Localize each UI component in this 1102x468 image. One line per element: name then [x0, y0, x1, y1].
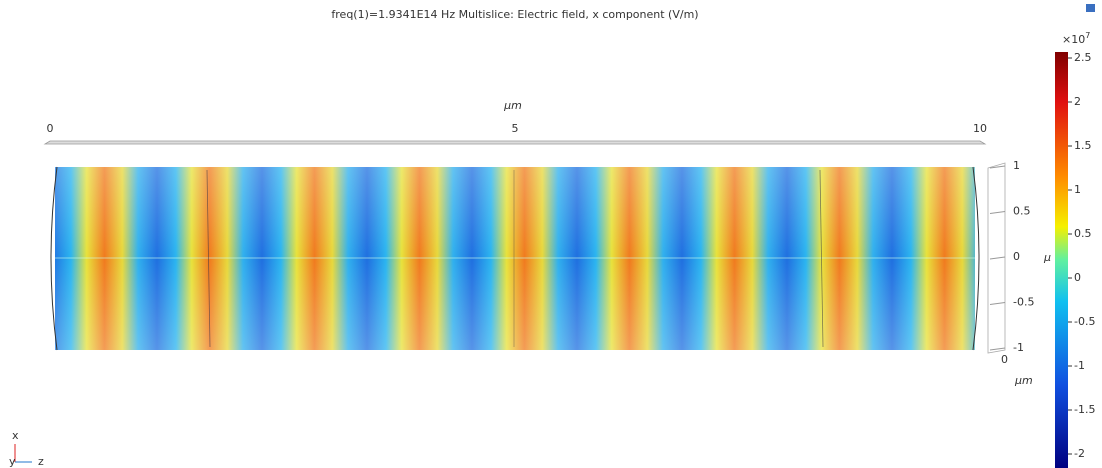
slice-line — [206, 169, 211, 348]
triad-x-label: x — [12, 429, 19, 442]
colorbar-tick-label: 2 — [1074, 95, 1081, 108]
colorbar-tick-label: -0.5 — [1074, 315, 1095, 328]
side-tick — [989, 302, 1006, 305]
top-tick-label: 0 — [47, 122, 54, 135]
top-axis-unit: μm — [503, 99, 522, 112]
colorbar-tick-label: 1 — [1074, 183, 1081, 196]
colorbar-tick-label: 0.5 — [1074, 227, 1092, 240]
colorbar-tick-label: -1 — [1074, 359, 1085, 372]
triad-y-label: y — [9, 455, 16, 468]
side-axis-unit: μm — [1014, 374, 1033, 387]
colorbar-tick-label: 0 — [1074, 271, 1081, 284]
side-tick-label: 1 — [1013, 159, 1020, 172]
side-axis-frame — [987, 162, 1006, 354]
colorbar-multiplier: ×107 — [1062, 31, 1090, 47]
colorbar-tick-label: -1.5 — [1074, 403, 1095, 416]
cylinder-edge — [972, 166, 980, 351]
colorbar-tick-label: 1.5 — [1074, 139, 1092, 152]
slice-line — [819, 169, 824, 348]
side-tick-label: -0.5 — [1013, 296, 1034, 309]
side-tick — [989, 256, 1006, 260]
colorbar-tick-label: -2 — [1074, 447, 1085, 460]
triad-z-label: z — [38, 455, 44, 468]
window-icon[interactable] — [1086, 4, 1095, 12]
colorbar-tick-label: 2.5 — [1074, 51, 1092, 64]
colorbar — [1055, 52, 1068, 468]
side-axis-origin: 0 — [1001, 353, 1008, 366]
plot-title: freq(1)=1.9341E14 Hz Multislice: Electri… — [331, 8, 698, 21]
top-tick-label: 10 — [973, 122, 987, 135]
side-tick — [989, 165, 1006, 169]
top-axis-bar — [43, 140, 987, 145]
side-axis-cut-label: μ — [1043, 251, 1051, 264]
side-tick-label: -1 — [1013, 341, 1024, 354]
top-tick-label: 5 — [512, 122, 519, 135]
side-tick-label: 0.5 — [1013, 205, 1031, 218]
side-tick — [989, 347, 1006, 351]
side-tick-label: 0 — [1013, 250, 1020, 263]
side-tick — [989, 211, 1006, 214]
cylinder-edge — [50, 166, 58, 351]
